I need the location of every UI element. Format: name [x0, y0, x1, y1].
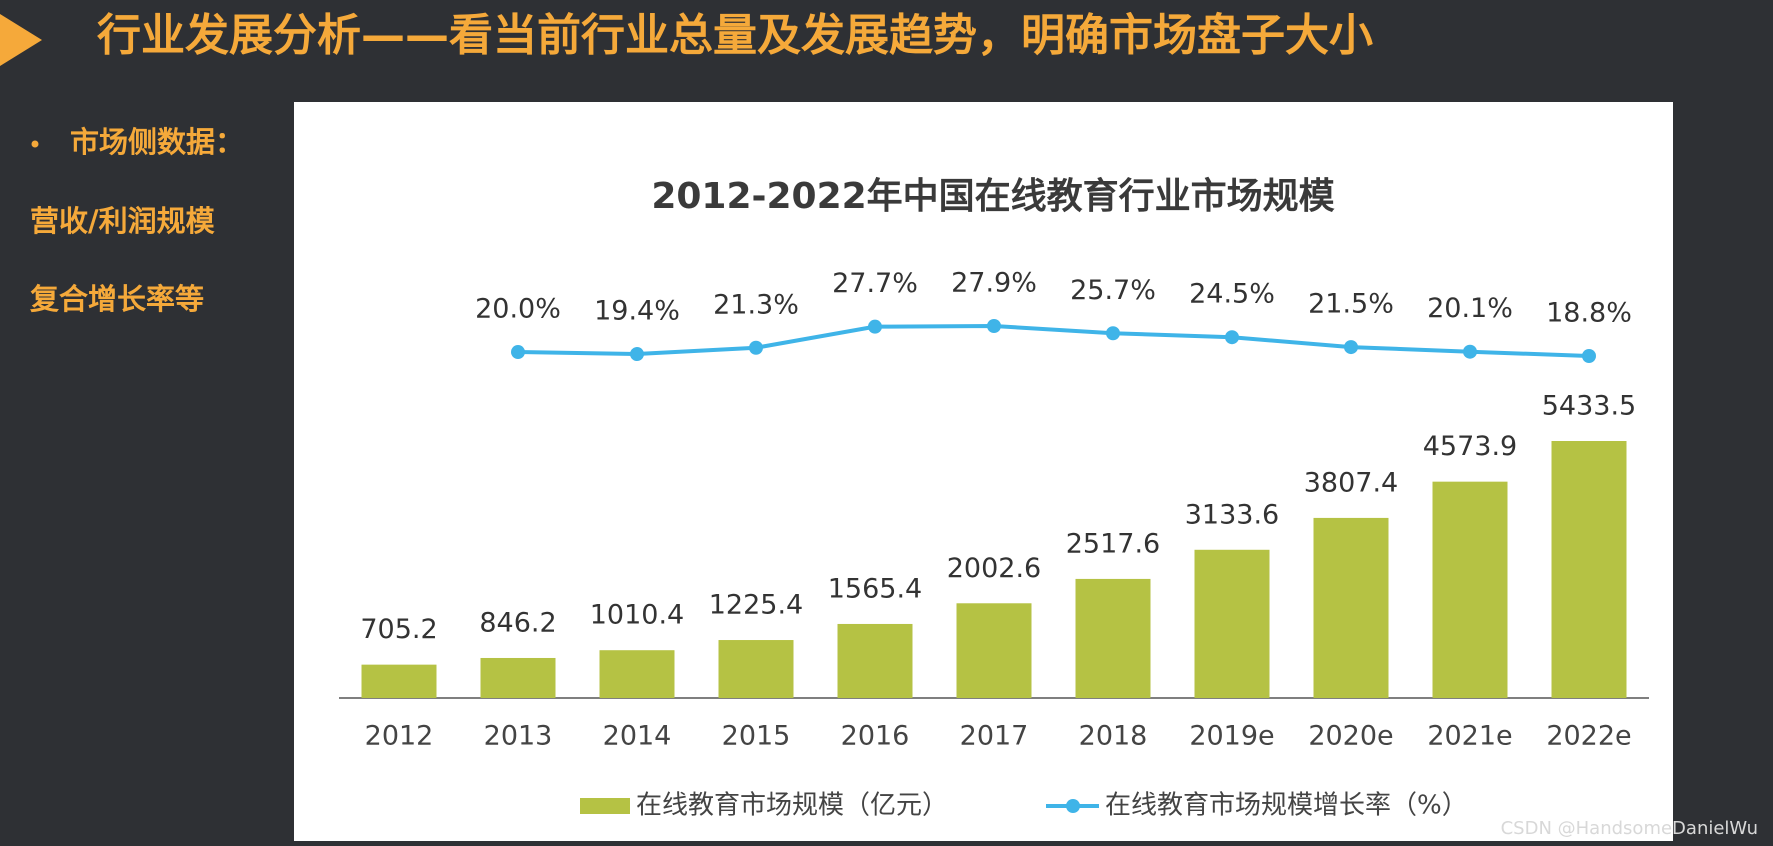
line-label: 20.0% [475, 294, 561, 325]
bar-label: 2517.6 [1066, 528, 1160, 559]
x-tick-label: 2022e [1546, 721, 1631, 752]
bar-label: 3133.6 [1185, 499, 1279, 530]
sidebar-text: 复合增长率等 [30, 282, 204, 316]
x-tick-label: 2012 [365, 721, 434, 752]
bar [1432, 481, 1508, 698]
chart-panel [294, 102, 1673, 841]
bar [837, 623, 913, 698]
x-tick-label: 2013 [484, 721, 553, 752]
bar [599, 650, 675, 698]
bar-label: 705.2 [360, 614, 437, 645]
line-point [1106, 326, 1120, 341]
bar-label: 4573.9 [1423, 431, 1517, 462]
bar-label: 1225.4 [709, 590, 803, 621]
x-tick-label: 2020e [1308, 721, 1393, 752]
bar-label: 2002.6 [947, 553, 1041, 584]
bar [956, 603, 1032, 698]
line-label: 27.7% [832, 268, 918, 299]
line-label: 25.7% [1070, 275, 1156, 306]
bar-label: 846.2 [479, 607, 556, 638]
bar [361, 664, 437, 698]
line-label: 21.3% [713, 289, 799, 320]
x-tick-label: 2019e [1189, 721, 1274, 752]
bar [1194, 549, 1270, 698]
line-point [1582, 349, 1596, 363]
line-point [511, 345, 525, 360]
legend-label: 在线教育市场规模增长率（%） [1105, 791, 1468, 821]
line-label: 19.4% [594, 296, 680, 327]
watermark: CSDN @HandsomeDanielWu [1501, 818, 1758, 839]
chart-title: 2012-2022年中国在线教育行业市场规模 [651, 176, 1334, 217]
bar-label: 3807.4 [1304, 467, 1398, 498]
bar [718, 640, 794, 698]
bullet [31, 140, 39, 148]
line-label: 27.9% [951, 268, 1037, 299]
bar [480, 657, 556, 698]
x-tick-label: 2016 [841, 721, 910, 752]
bar [1075, 578, 1151, 698]
line-point [749, 340, 763, 355]
x-tick-label: 2021e [1427, 721, 1512, 752]
line-label: 20.1% [1427, 293, 1513, 324]
line-label: 21.5% [1308, 289, 1394, 320]
x-tick-label: 2015 [722, 721, 791, 752]
page-title: 行业发展分析——看当前行业总量及发展趋势，明确市场盘子大小 [97, 10, 1373, 61]
line-point [987, 319, 1001, 333]
bar [1313, 517, 1389, 698]
x-tick-label: 2017 [960, 721, 1029, 752]
line-point [1344, 340, 1358, 355]
line [517, 323, 1590, 358]
legend-swatch [1066, 799, 1080, 813]
bar [1551, 441, 1627, 698]
bar-label: 1565.4 [828, 573, 922, 604]
x-tick-label: 2014 [603, 721, 672, 752]
sidebar-text: 市场侧数据： [70, 125, 244, 159]
x-tick-label: 2018 [1079, 721, 1148, 752]
line-label: 18.8% [1546, 298, 1632, 329]
line-point [1463, 344, 1477, 359]
title-arrow [0, 14, 42, 66]
line-point [1225, 330, 1239, 345]
bar-label: 5433.5 [1542, 391, 1636, 422]
line-label: 24.5% [1189, 279, 1275, 310]
legend-label: 在线教育市场规模（亿元） [636, 791, 948, 821]
line-point [630, 347, 644, 362]
line-point [868, 319, 882, 334]
legend-swatch [580, 798, 630, 814]
bar-label: 1010.4 [590, 600, 684, 631]
sidebar-text: 营收/利润规模 [30, 204, 216, 238]
